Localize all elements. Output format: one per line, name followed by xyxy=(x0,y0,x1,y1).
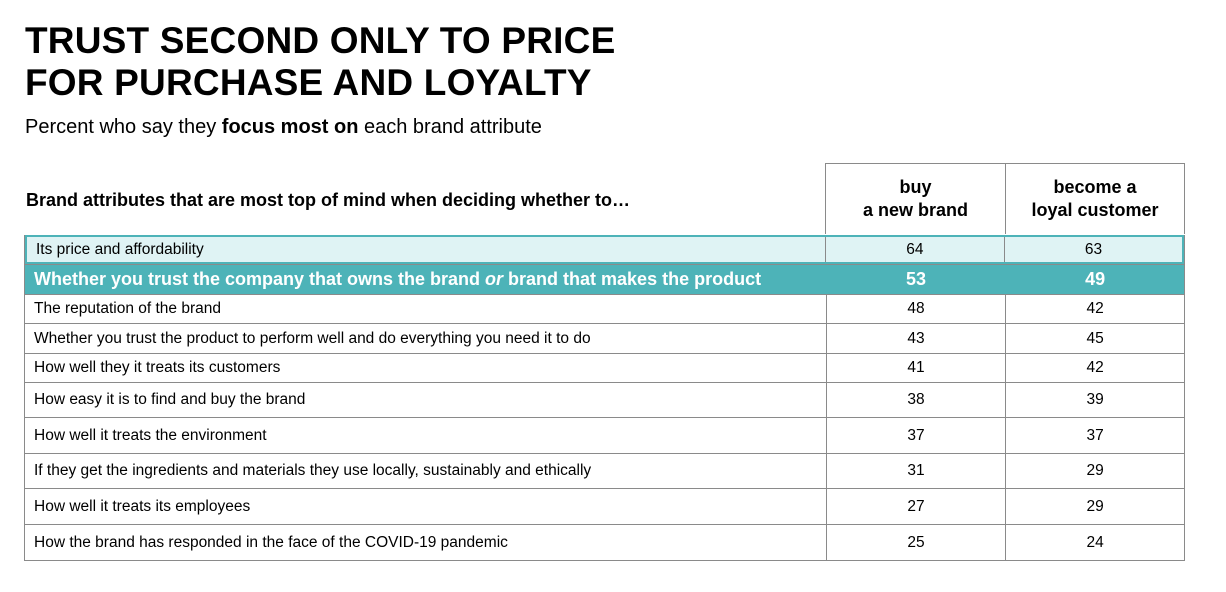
subtitle-after: each brand attribute xyxy=(358,116,542,138)
table-header: Brand attributes that are most top of mi… xyxy=(24,163,1185,235)
value-buy-new-brand: 48 xyxy=(825,295,1006,323)
table-row: How well it treats its employees 27 29 xyxy=(25,488,1184,524)
subtitle-before: Percent who say they xyxy=(25,116,222,138)
title-line-1: TRUST SECOND ONLY TO PRICE xyxy=(25,20,616,61)
value-buy-new-brand: 27 xyxy=(825,489,1006,524)
row-label-part: Whether you trust the company that owns … xyxy=(34,269,486,289)
value-loyal-customer: 37 xyxy=(1005,418,1184,453)
value-loyal-customer: 39 xyxy=(1005,383,1184,417)
value-loyal-customer: 45 xyxy=(1005,324,1184,353)
column-header-loyal-line1: become a xyxy=(1053,177,1137,197)
row-label-part: or xyxy=(485,269,504,289)
value-loyal-customer: 49 xyxy=(1005,265,1184,294)
column-header-loyal: become a loyal customer xyxy=(1005,163,1185,234)
table-body: Its price and affordability 64 63 Whether y… xyxy=(24,235,1185,561)
row-label: How easy it is to find and buy the brand xyxy=(34,391,306,408)
value-loyal-customer: 42 xyxy=(1005,295,1184,323)
value-loyal-customer: 29 xyxy=(1005,489,1184,524)
column-header-buy-line2: a new brand xyxy=(862,200,969,220)
value-buy-new-brand: 31 xyxy=(825,454,1006,488)
attributes-table: Brand attributes that are most top of mi… xyxy=(24,163,1185,561)
value-buy-new-brand: 38 xyxy=(825,383,1006,417)
row-label: Whether you trust the company that owns … xyxy=(25,269,826,290)
value-buy-new-brand: 53 xyxy=(825,265,1006,294)
table-row: How well they it treats its customers 41 4… xyxy=(25,353,1184,382)
value-loyal-customer: 24 xyxy=(1005,525,1184,560)
row-label: How well it treats its employees xyxy=(34,497,251,515)
page-title: TRUST SECOND ONLY TO PRICE FOR PURCHASE … xyxy=(25,20,615,104)
table-row: Whether you trust the company that owns … xyxy=(25,264,1184,294)
table-row: Its price and affordability 64 63 xyxy=(25,235,1184,264)
value-buy-new-brand: 64 xyxy=(824,237,1004,262)
value-buy-new-brand: 43 xyxy=(825,324,1006,353)
subtitle: Percent who say they focus most on each … xyxy=(25,116,542,139)
column-header-buy-line1: buy xyxy=(899,177,932,197)
table-row: If they get the ingredients and material… xyxy=(25,453,1184,488)
value-buy-new-brand: 37 xyxy=(825,418,1006,453)
row-label-part: brand that makes the product xyxy=(503,269,762,289)
title-line-2: FOR PURCHASE AND LOYALTY xyxy=(25,62,592,103)
table-row: How easy it is to find and buy the brand… xyxy=(25,382,1184,417)
table-row: Whether you trust the product to perform… xyxy=(25,323,1184,353)
value-buy-new-brand: 25 xyxy=(825,525,1006,560)
column-header-loyal-line2: loyal customer xyxy=(1031,200,1159,220)
row-label: How well they it treats its customers xyxy=(34,359,281,376)
table-row: How well it treats the environment 37 37 xyxy=(25,417,1184,453)
row-label: Whether you trust the product to perform… xyxy=(34,329,591,347)
row-label: The reputation of the brand xyxy=(34,300,221,317)
row-label: How well it treats the environment xyxy=(34,426,267,444)
subtitle-bold: focus most on xyxy=(221,116,359,138)
row-header-label: Brand attributes that are most top of mi… xyxy=(26,190,631,210)
value-loyal-customer: 42 xyxy=(1005,354,1184,382)
value-loyal-customer: 29 xyxy=(1005,454,1184,488)
column-header-buy: buy a new brand xyxy=(825,163,1006,234)
row-label: How the brand has responded in the face … xyxy=(34,533,508,551)
value-buy-new-brand: 41 xyxy=(825,354,1006,382)
value-loyal-customer: 63 xyxy=(1003,237,1182,262)
table-row: How the brand has responded in the face … xyxy=(25,524,1184,560)
row-label: If they get the ingredients and material… xyxy=(34,462,592,479)
row-label: Its price and affordability xyxy=(36,240,204,258)
table-row: The reputation of the brand 48 42 xyxy=(25,294,1184,323)
